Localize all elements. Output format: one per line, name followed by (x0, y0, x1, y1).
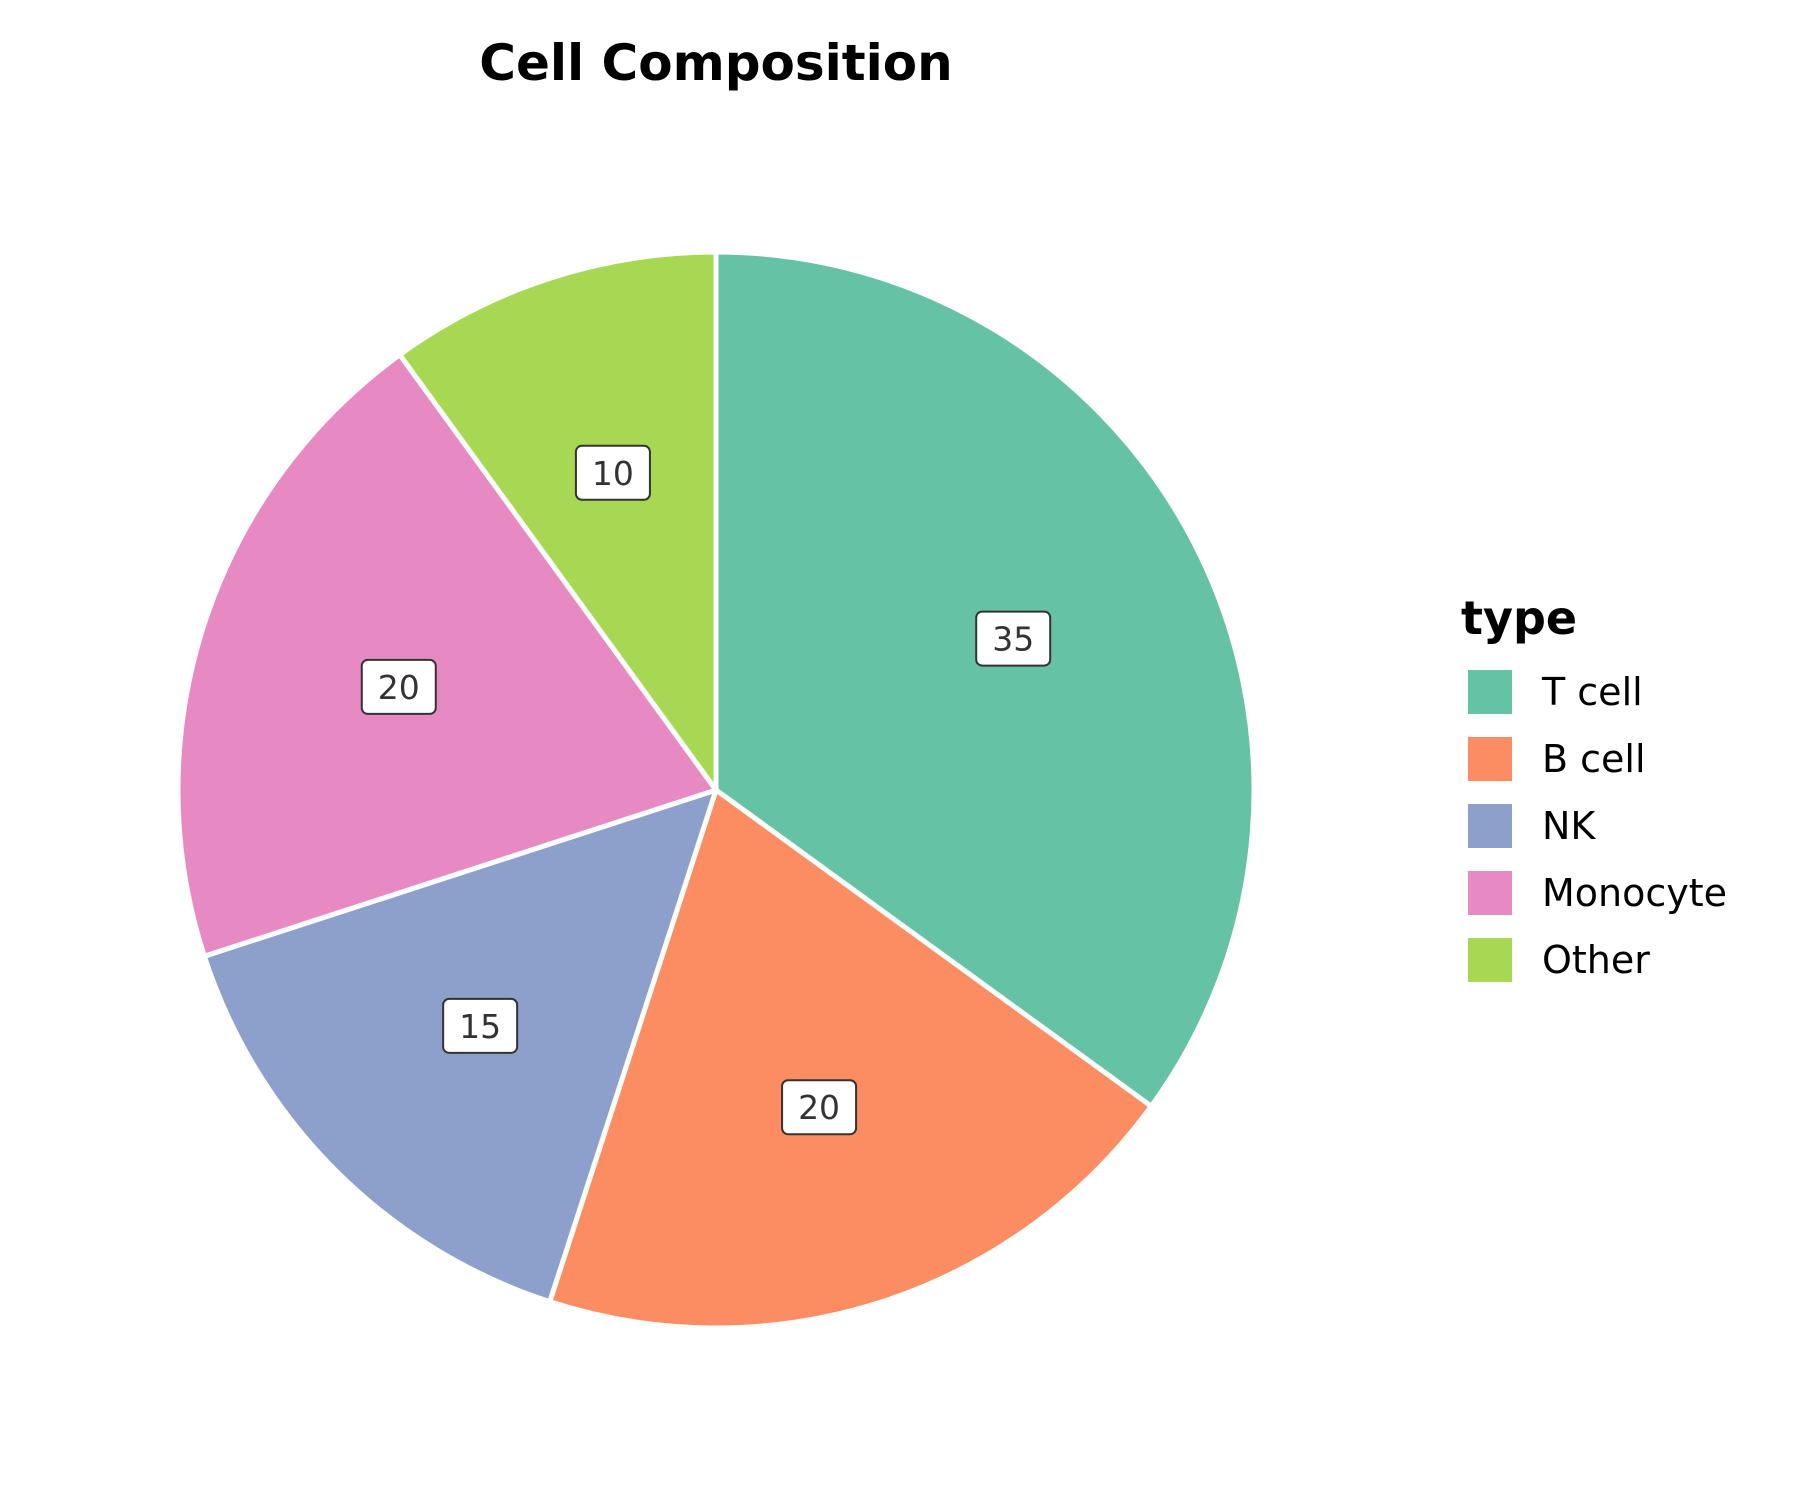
legend-swatch (1468, 938, 1512, 982)
data-label-box (360, 658, 437, 715)
pie-slice-t-cell (713, 249, 1257, 1109)
legend-label: Other (1542, 938, 1650, 982)
data-label-box (781, 1079, 858, 1136)
data-label-value: 35 (992, 620, 1034, 659)
data-label-value: 15 (459, 1007, 501, 1046)
legend-label: Monocyte (1542, 871, 1727, 915)
legend-swatch (1468, 737, 1512, 781)
pie-slice-monocyte (175, 352, 719, 959)
legend-label: NK (1542, 804, 1596, 848)
data-label-t-cell: 35 (975, 610, 1052, 667)
legend-swatch (1468, 670, 1512, 714)
legend: type T cell B cell NK Monocyte Other (1461, 591, 1727, 982)
legend-item-other: Other (1468, 938, 1650, 982)
legend-item-nk: NK (1468, 804, 1596, 848)
pie-slices (175, 249, 1257, 1331)
legend-swatch (1468, 871, 1512, 915)
data-label-box (975, 610, 1052, 667)
data-label-value: 20 (378, 668, 420, 707)
chart-title: Cell Composition (479, 34, 952, 92)
data-label-value: 10 (592, 454, 634, 493)
data-label-box (574, 444, 651, 501)
legend-label: B cell (1542, 737, 1646, 781)
legend-swatch (1468, 804, 1512, 848)
data-label-value: 20 (798, 1088, 840, 1127)
legend-item-monocyte: Monocyte (1468, 871, 1727, 915)
pie-slice-other (397, 249, 719, 793)
legend-item-t-cell: T cell (1468, 670, 1643, 714)
data-label-box (442, 997, 519, 1054)
data-label-nk: 15 (442, 997, 519, 1054)
pie-slice-b-cell (547, 787, 1154, 1331)
legend-item-b-cell: B cell (1468, 737, 1646, 781)
legend-title: type (1461, 591, 1577, 645)
data-labels: 35 20 15 20 10 (360, 444, 1052, 1136)
data-label-monocyte: 20 (360, 658, 437, 715)
legend-label: T cell (1541, 670, 1643, 714)
data-label-other: 10 (574, 444, 651, 501)
data-label-b-cell: 20 (781, 1079, 858, 1136)
legend-items: T cell B cell NK Monocyte Other (1468, 670, 1727, 982)
